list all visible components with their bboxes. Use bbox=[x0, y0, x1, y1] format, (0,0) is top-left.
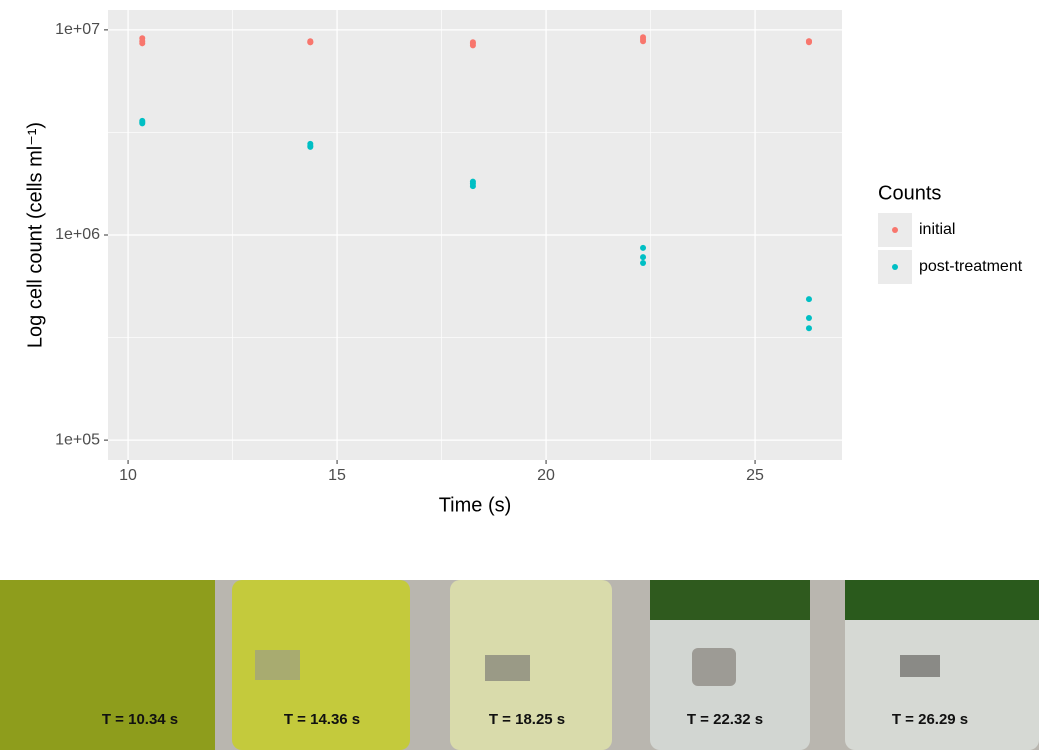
point bbox=[806, 38, 812, 44]
beaker-label bbox=[900, 655, 940, 677]
photo-caption: T = 22.32 s bbox=[687, 711, 763, 728]
beaker-label bbox=[485, 655, 530, 681]
point bbox=[139, 38, 145, 44]
legend-label: post-treatment bbox=[919, 258, 1023, 275]
point bbox=[806, 296, 812, 302]
legend-marker bbox=[892, 227, 898, 233]
point bbox=[470, 181, 476, 187]
legend-marker bbox=[892, 264, 898, 270]
y-tick-label: 1e+07 bbox=[55, 21, 100, 38]
point bbox=[139, 119, 145, 125]
photo-caption: T = 10.34 s bbox=[102, 711, 178, 728]
beaker-label bbox=[255, 650, 300, 680]
figure: T = 10.34 s T = 14.36 s T = 18.25 s T = 22.… bbox=[0, 0, 1039, 750]
point bbox=[640, 260, 646, 266]
photo-caption: T = 14.36 s bbox=[284, 711, 360, 728]
photo-strip: T = 10.34 s T = 14.36 s T = 18.25 s T = 22.… bbox=[0, 580, 1039, 750]
point bbox=[806, 315, 812, 321]
y-tick-label: 1e+05 bbox=[55, 431, 100, 448]
point bbox=[640, 245, 646, 251]
legend-label: initial bbox=[919, 221, 955, 238]
point bbox=[806, 325, 812, 331]
beaker-foam bbox=[650, 580, 810, 620]
photo-caption: T = 18.25 s bbox=[489, 711, 565, 728]
x-tick-label: 20 bbox=[537, 467, 555, 484]
y-tick-label: 1e+06 bbox=[55, 226, 100, 243]
x-tick-label: 15 bbox=[328, 467, 346, 484]
legend-title: Counts bbox=[878, 182, 941, 204]
photo-caption: T = 26.29 s bbox=[892, 711, 968, 728]
beaker-foam bbox=[845, 580, 1039, 620]
point bbox=[640, 254, 646, 260]
point bbox=[307, 143, 313, 149]
x-axis-title: Time (s) bbox=[439, 494, 512, 516]
y-axis-title: Log cell count (cells ml⁻¹) bbox=[24, 122, 46, 348]
point bbox=[470, 40, 476, 46]
x-tick-label: 10 bbox=[119, 467, 137, 484]
point bbox=[640, 36, 646, 42]
x-tick-label: 25 bbox=[746, 467, 764, 484]
beaker-label bbox=[692, 648, 736, 686]
point bbox=[307, 39, 313, 45]
